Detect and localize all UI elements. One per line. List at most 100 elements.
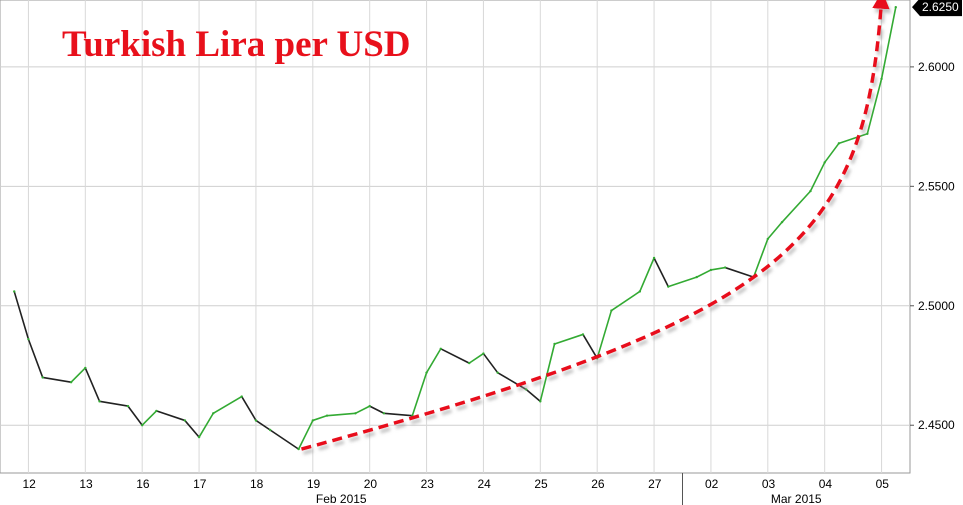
data-point	[837, 142, 841, 145]
series-segment	[312, 414, 328, 422]
x-tick-label: 05	[876, 477, 890, 491]
plot-area	[0, 0, 911, 474]
y-axis: 2.4500 2.5000 2.5500 2.6000 2.6250	[910, 0, 962, 432]
series-segment	[297, 419, 314, 450]
data-point	[652, 256, 656, 260]
series-segment	[553, 333, 584, 345]
data-point	[482, 352, 485, 355]
x-tick-label: 03	[762, 477, 776, 491]
month-label: Feb 2015	[316, 492, 367, 505]
series-segment	[27, 338, 44, 379]
x-tick-label: 20	[364, 477, 378, 491]
series-segment	[724, 266, 755, 278]
x-tick-label: 12	[22, 477, 36, 491]
data-point	[766, 237, 770, 241]
series-segment	[866, 78, 883, 135]
data-point	[709, 268, 713, 272]
data-point	[894, 5, 897, 9]
data-point	[98, 400, 101, 403]
data-point	[468, 361, 471, 365]
series-segment	[781, 190, 812, 223]
series-segment	[823, 142, 840, 164]
series-segment	[525, 388, 542, 403]
series-segment	[255, 419, 271, 431]
trend-arrow	[300, 0, 890, 451]
series-segment	[667, 276, 698, 288]
grid	[0, 0, 910, 473]
series-segment	[13, 290, 30, 341]
series-segment	[496, 371, 527, 391]
series-segment	[610, 290, 641, 312]
last-value-badge	[912, 0, 962, 17]
x-tick-label: 25	[534, 477, 548, 491]
last-value-label: 2.6250	[922, 0, 959, 14]
y-tick-label: 2.5500	[918, 179, 955, 193]
series-segment	[383, 412, 414, 417]
data-point	[581, 333, 585, 336]
x-axis: 12 13 16 17 18 19 20 23 24 25 26 27 02 03 04 05 Feb 2015…	[22, 473, 889, 505]
series-segment	[695, 269, 712, 278]
data-point	[27, 338, 30, 341]
data-point	[524, 388, 528, 391]
series-segment	[767, 221, 783, 240]
trend-arrow-group	[300, 0, 890, 451]
data-point	[41, 376, 44, 379]
data-point	[610, 309, 613, 312]
series-segment	[184, 419, 200, 438]
series-segment	[482, 352, 499, 374]
data-point	[553, 342, 556, 346]
x-tick-label: 19	[307, 477, 321, 491]
series-segment	[127, 405, 143, 427]
series-segment	[439, 347, 471, 364]
x-tick-label: 24	[477, 477, 491, 491]
data-point	[866, 132, 869, 135]
data-point	[311, 419, 315, 422]
data-point	[439, 347, 442, 350]
series-segment	[269, 429, 300, 450]
data-point	[297, 447, 300, 451]
series-segment	[240, 395, 257, 422]
data-point	[197, 435, 201, 439]
data-point	[254, 419, 258, 422]
data-point	[780, 220, 784, 224]
series-segment	[84, 367, 101, 403]
x-tick-label: 13	[79, 477, 93, 491]
series-segment	[411, 371, 428, 417]
data-point	[823, 161, 826, 164]
data-point	[368, 404, 371, 408]
series-segment	[141, 410, 158, 427]
data-point	[539, 400, 542, 403]
x-tick-label: 26	[591, 477, 605, 491]
series-segment	[752, 238, 769, 278]
series-segment	[155, 410, 186, 422]
series-segment	[198, 412, 215, 438]
series-segment	[596, 309, 613, 360]
x-tick-label: 23	[421, 477, 435, 491]
y-tick-label: 2.4500	[918, 418, 955, 432]
data-point	[425, 371, 428, 374]
series-segment	[354, 405, 371, 415]
series-segment	[539, 343, 556, 403]
data-point	[155, 409, 158, 413]
data-point	[212, 412, 215, 415]
y-tick-label: 2.6000	[918, 60, 955, 74]
series-segment	[368, 405, 385, 415]
data-point	[268, 428, 272, 432]
series-segment	[710, 266, 726, 271]
series-segment	[639, 257, 655, 293]
series-segment	[326, 412, 357, 417]
y-tick-label: 2.5000	[918, 299, 955, 313]
series-segment	[582, 333, 598, 360]
series-segment	[468, 352, 485, 364]
data-point	[84, 366, 87, 370]
x-tick-label: 18	[250, 477, 264, 491]
series-segment	[880, 6, 897, 80]
x-tick-label: 04	[819, 477, 833, 491]
data-point	[126, 404, 130, 408]
data-point	[325, 414, 329, 417]
data-point	[13, 290, 16, 293]
x-tick-label: 27	[648, 477, 662, 491]
series-segment	[838, 132, 869, 145]
data-point	[880, 77, 883, 81]
